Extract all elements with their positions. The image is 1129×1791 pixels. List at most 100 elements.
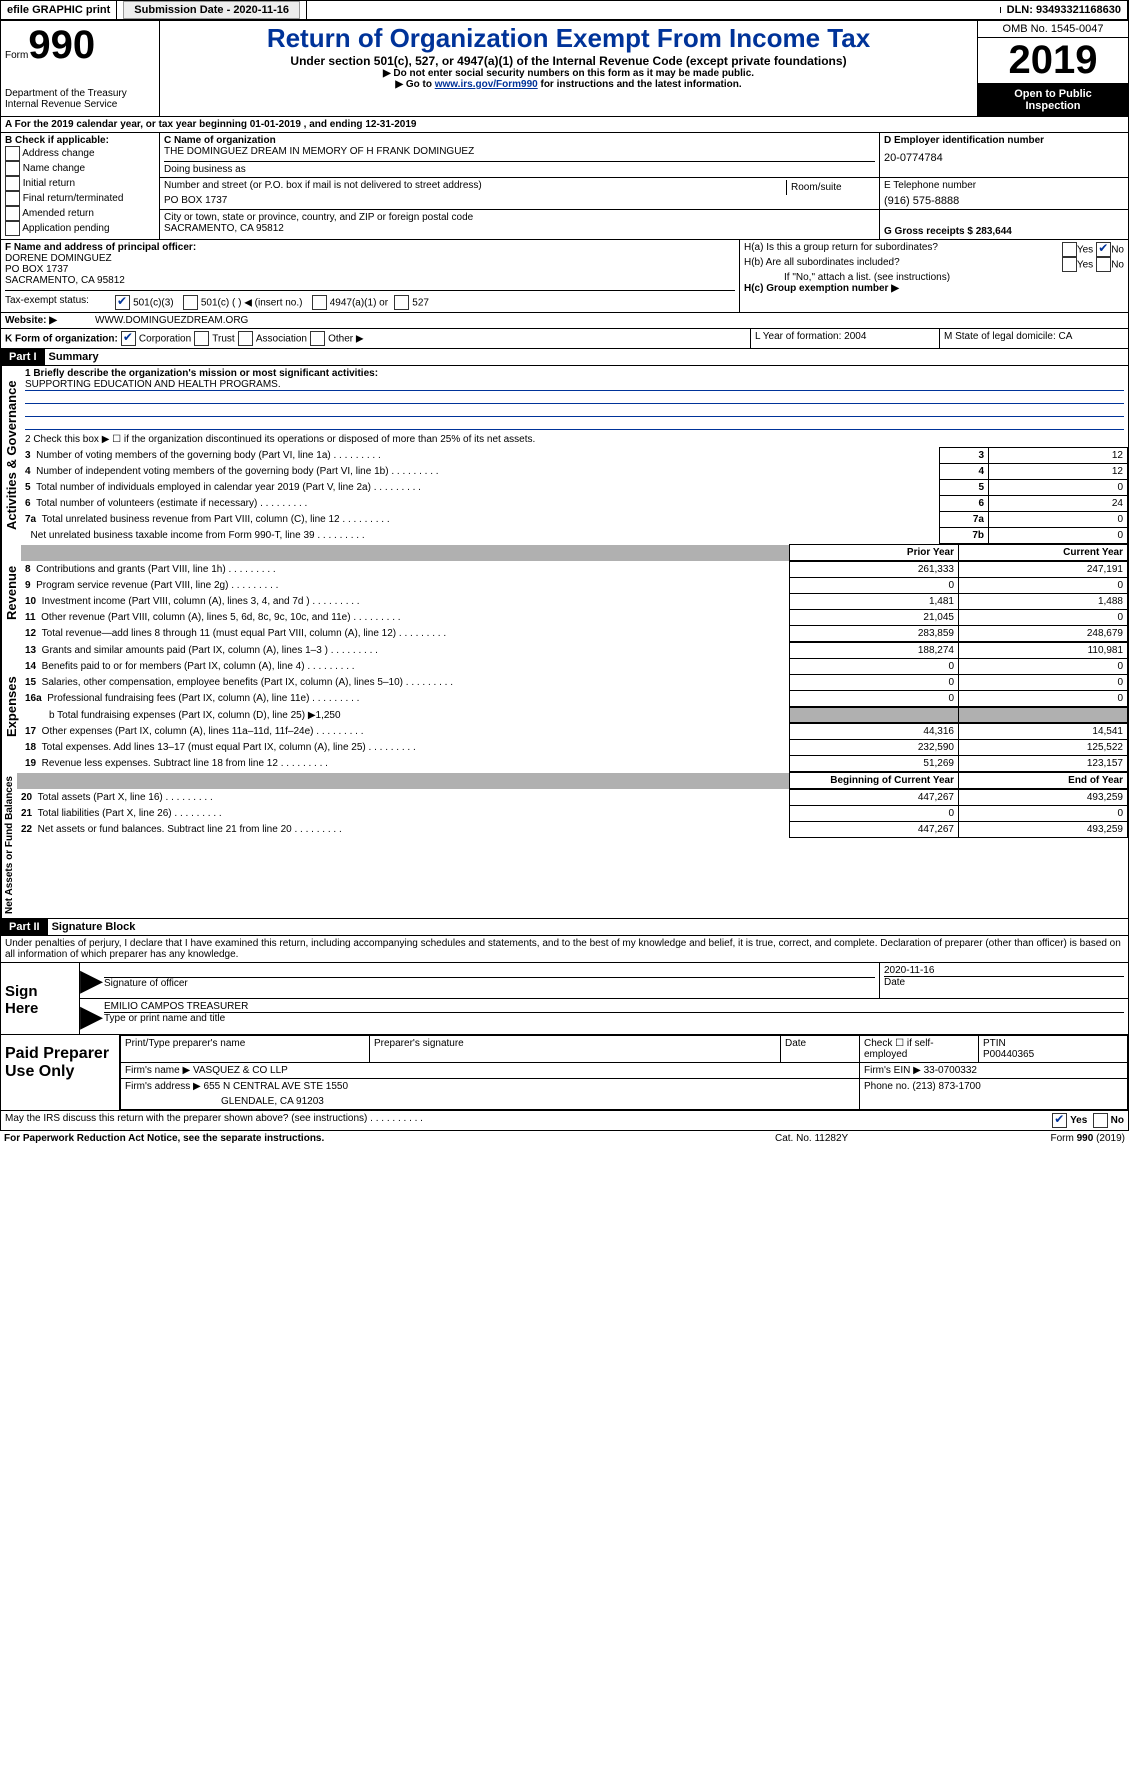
hb-yes: Yes	[1077, 259, 1093, 270]
type-name-label: Type or print name and title	[104, 1013, 1124, 1024]
table-row: 4 Number of independent voting members o…	[21, 464, 1128, 480]
amended-return-checkbox[interactable]	[5, 206, 20, 221]
end-year-label: End of Year	[959, 773, 1128, 789]
expenses-label: Expenses	[1, 642, 21, 772]
gross-receipts: G Gross receipts $ 283,644	[884, 226, 1124, 237]
k-label: K Form of organization:	[5, 333, 118, 344]
f-label: F Name and address of principal officer:	[5, 242, 735, 253]
room-label: Room/suite	[786, 180, 875, 195]
hb-no-checkbox[interactable]	[1096, 257, 1111, 272]
ha-yes-checkbox[interactable]	[1062, 242, 1077, 257]
app-pending-checkbox[interactable]	[5, 221, 20, 236]
tax-status-label: Tax-exempt status:	[5, 295, 115, 310]
table-row: 17 Other expenses (Part IX, column (A), …	[21, 724, 1128, 740]
corp-checkbox[interactable]	[121, 331, 136, 346]
phone-value: (916) 575-8888	[884, 195, 1124, 207]
hb-note: If "No," attach a list. (see instruction…	[744, 272, 1124, 283]
firm-name-label: Firm's name ▶	[125, 1065, 190, 1076]
name-change-checkbox[interactable]	[5, 161, 20, 176]
declaration: Under penalties of perjury, I declare th…	[0, 936, 1129, 963]
address-change-checkbox[interactable]	[5, 146, 20, 161]
hb-label: H(b) Are all subordinates included?	[744, 257, 1062, 272]
l-year: L Year of formation: 2004	[751, 329, 940, 348]
firm-addr-value: 655 N CENTRAL AVE STE 1550	[204, 1081, 349, 1092]
dba-label: Doing business as	[164, 161, 875, 175]
firm-ein: Firm's EIN ▶ 33-0700332	[860, 1063, 1128, 1079]
table-row: 11 Other revenue (Part VIII, column (A),…	[21, 610, 1128, 626]
sig-date-value: 2020-11-16	[884, 965, 1124, 977]
phone-label: E Telephone number	[884, 180, 1124, 191]
form-label: Form	[5, 50, 28, 61]
form-number: 990	[28, 23, 95, 67]
discuss-yes-checkbox[interactable]	[1052, 1113, 1067, 1128]
table-row: 6 Total number of volunteers (estimate i…	[21, 496, 1128, 512]
discuss-no: No	[1111, 1115, 1124, 1126]
b-check-label: B Check if applicable:	[5, 135, 155, 146]
note2a: ▶ Go to	[395, 79, 434, 90]
table-row: 12 Total revenue—add lines 8 through 11 …	[21, 626, 1128, 642]
b-item-5: Application pending	[22, 223, 109, 234]
klm-row: K Form of organization: Corporation Trus…	[0, 329, 1129, 349]
table-row: 14 Benefits paid to or for members (Part…	[21, 659, 1128, 675]
final-return-checkbox[interactable]	[5, 191, 20, 206]
form990-link[interactable]: www.irs.gov/Form990	[435, 79, 538, 90]
assoc-checkbox[interactable]	[238, 331, 253, 346]
firm-phone: Phone no. (213) 873-1700	[860, 1079, 1128, 1110]
paperwork-label: For Paperwork Reduction Act Notice, see …	[4, 1133, 775, 1144]
omb-label: OMB No. 1545-0047	[978, 21, 1128, 38]
table-row: 7a Total unrelated business revenue from…	[21, 512, 1128, 528]
ptin-value: P00440365	[983, 1049, 1034, 1060]
expenses-section: Expenses 13 Grants and similar amounts p…	[0, 642, 1129, 772]
501c-checkbox[interactable]	[183, 295, 198, 310]
4947-checkbox[interactable]	[312, 295, 327, 310]
website-label: Website: ▶	[5, 315, 95, 326]
city-value: SACRAMENTO, CA 95812	[164, 223, 875, 234]
paid-preparer-block: Paid Preparer Use Only Print/Type prepar…	[0, 1035, 1129, 1111]
c-name: THE DOMINGUEZ DREAM IN MEMORY OF H FRANK…	[164, 146, 875, 157]
sig-date-label: Date	[884, 977, 1124, 988]
hb-yes-checkbox[interactable]	[1062, 257, 1077, 272]
trust-checkbox[interactable]	[194, 331, 209, 346]
table-row: 3 Number of voting members of the govern…	[21, 448, 1128, 464]
c-name-label: C Name of organization	[164, 135, 875, 146]
dept-label: Department of the Treasury	[5, 88, 155, 99]
other-label: Other ▶	[328, 333, 363, 344]
prep-sig-label: Preparer's signature	[370, 1036, 781, 1063]
line1-text: SUPPORTING EDUCATION AND HEALTH PROGRAMS…	[25, 379, 1124, 391]
527-checkbox[interactable]	[394, 295, 409, 310]
sign-here-label: Sign Here	[1, 963, 80, 1034]
b-item-0: Address change	[22, 148, 94, 159]
table-row: Net unrelated business taxable income fr…	[21, 528, 1128, 544]
ha-no: No	[1111, 244, 1124, 255]
f-name: DORENE DOMINGUEZ	[5, 253, 735, 264]
other-checkbox[interactable]	[310, 331, 325, 346]
table-row: 20 Total assets (Part X, line 16)447,267…	[17, 790, 1128, 806]
501c-label: 501(c) ( ) ◀ (insert no.)	[201, 297, 303, 308]
revenue-section: Revenue Prior YearCurrent Year 8 Contrib…	[0, 544, 1129, 642]
form-header: Form990 Department of the Treasury Inter…	[0, 20, 1129, 117]
addr-label: Number and street (or P.O. box if mail i…	[164, 180, 786, 195]
line2: 2 Check this box ▶ ☐ if the organization…	[21, 432, 1128, 447]
discuss-no-checkbox[interactable]	[1093, 1113, 1108, 1128]
catno: Cat. No. 11282Y	[775, 1133, 975, 1144]
netassets-section: Net Assets or Fund Balances Beginning of…	[0, 772, 1129, 919]
table-row: 8 Contributions and grants (Part VIII, l…	[21, 562, 1128, 578]
discuss-label: May the IRS discuss this return with the…	[5, 1113, 367, 1124]
submission-button[interactable]: Submission Date - 2020-11-16	[123, 1, 300, 19]
line16b: b Total fundraising expenses (Part IX, c…	[21, 708, 790, 723]
hc-label: H(c) Group exemption number ▶	[744, 283, 1124, 294]
period-line: A For the 2019 calendar year, or tax yea…	[0, 117, 1129, 133]
topbar: efile GRAPHIC print Submission Date - 20…	[0, 0, 1129, 20]
netassets-label: Net Assets or Fund Balances	[1, 772, 17, 918]
firm-city-value: GLENDALE, CA 91203	[121, 1094, 860, 1110]
ha-no-checkbox[interactable]	[1096, 242, 1111, 257]
ptin-label: PTIN	[983, 1038, 1006, 1049]
initial-return-checkbox[interactable]	[5, 176, 20, 191]
part2-header: Part II Signature Block	[0, 919, 1129, 936]
city-label: City or town, state or province, country…	[164, 212, 875, 223]
b-item-4: Amended return	[22, 208, 94, 219]
501c3-checkbox[interactable]	[115, 295, 130, 310]
tax-year: 2019	[978, 38, 1128, 84]
table-row: 21 Total liabilities (Part X, line 26)00	[17, 806, 1128, 822]
current-year-label: Current Year	[959, 545, 1128, 561]
